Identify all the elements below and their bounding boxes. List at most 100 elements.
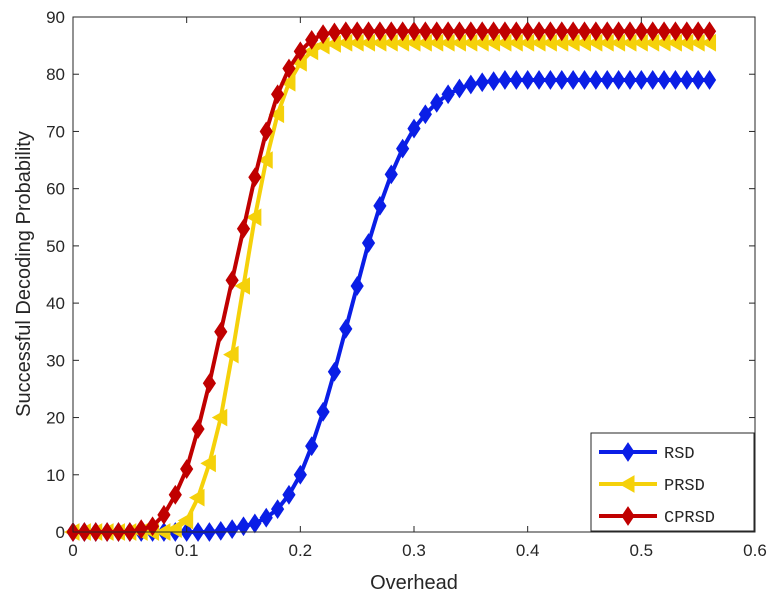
data-point bbox=[464, 21, 478, 42]
data-point bbox=[214, 520, 228, 541]
data-point bbox=[577, 21, 592, 42]
data-point bbox=[430, 21, 444, 42]
data-point bbox=[339, 318, 353, 339]
data-point bbox=[566, 21, 580, 42]
legend-label: CPRSD bbox=[664, 509, 715, 528]
data-point bbox=[316, 401, 330, 422]
data-point bbox=[350, 21, 364, 42]
data-point bbox=[668, 70, 683, 90]
data-point bbox=[486, 21, 501, 42]
data-point bbox=[543, 70, 558, 90]
data-point bbox=[600, 70, 614, 90]
data-point bbox=[214, 321, 228, 342]
data-point bbox=[396, 138, 410, 159]
data-point bbox=[270, 84, 285, 105]
data-point bbox=[373, 21, 387, 42]
data-point bbox=[361, 21, 376, 42]
data-point bbox=[611, 21, 626, 42]
data-point bbox=[589, 70, 603, 90]
legend-marker bbox=[621, 506, 635, 526]
data-point bbox=[532, 21, 546, 42]
data-point bbox=[350, 276, 364, 296]
data-point bbox=[293, 464, 307, 485]
data-point bbox=[145, 516, 160, 537]
data-point bbox=[486, 71, 501, 91]
data-point bbox=[134, 519, 148, 540]
data-point bbox=[498, 70, 512, 90]
data-point bbox=[418, 21, 432, 42]
data-point bbox=[634, 21, 648, 42]
data-point bbox=[177, 511, 194, 530]
data-point bbox=[680, 70, 694, 90]
y-tick-label: 80 bbox=[46, 65, 65, 84]
data-point bbox=[623, 70, 637, 90]
y-tick-label: 90 bbox=[46, 8, 65, 27]
data-point bbox=[373, 195, 387, 216]
legend-label: RSD bbox=[664, 445, 695, 464]
data-point bbox=[236, 516, 251, 537]
data-point bbox=[521, 70, 535, 90]
data-point bbox=[691, 21, 705, 42]
y-tick-label: 0 bbox=[56, 523, 65, 542]
legend-item-rsd: RSD bbox=[599, 442, 695, 464]
data-point bbox=[268, 105, 285, 124]
data-point bbox=[305, 29, 319, 50]
data-point bbox=[339, 21, 353, 42]
data-point bbox=[248, 167, 262, 188]
data-point bbox=[555, 70, 569, 90]
x-tick-label: 0.5 bbox=[630, 541, 654, 560]
y-tick-label: 20 bbox=[46, 409, 65, 428]
data-point bbox=[543, 21, 558, 42]
data-point bbox=[200, 454, 216, 473]
data-point bbox=[589, 21, 603, 42]
y-tick-label: 40 bbox=[46, 294, 65, 313]
data-point bbox=[191, 419, 205, 439]
data-point bbox=[384, 164, 398, 185]
data-point bbox=[225, 519, 239, 540]
x-axis-label: Overhead bbox=[370, 572, 458, 594]
x-tick-label: 0.4 bbox=[516, 541, 540, 560]
data-point bbox=[223, 345, 239, 364]
data-point bbox=[316, 24, 330, 45]
data-point bbox=[327, 361, 342, 382]
data-point bbox=[668, 21, 683, 42]
data-point bbox=[225, 270, 239, 291]
legend-marker bbox=[618, 475, 635, 493]
data-point bbox=[384, 21, 398, 42]
data-point bbox=[202, 373, 217, 394]
y-tick-label: 10 bbox=[46, 466, 65, 485]
data-point bbox=[452, 21, 467, 42]
data-point bbox=[259, 507, 273, 528]
data-point bbox=[475, 72, 489, 93]
legend-item-prsd: PRSD bbox=[599, 475, 705, 496]
data-point bbox=[236, 218, 251, 239]
data-point bbox=[430, 92, 444, 113]
data-point bbox=[157, 504, 171, 525]
data-point bbox=[245, 208, 262, 227]
x-tick-label: 0.6 bbox=[743, 541, 767, 560]
data-point bbox=[234, 277, 250, 295]
y-tick-label: 30 bbox=[46, 351, 65, 370]
data-point bbox=[646, 21, 660, 42]
data-point bbox=[407, 21, 421, 42]
data-point bbox=[521, 21, 535, 42]
legend: RSD PRSD CPRSD bbox=[590, 432, 755, 532]
legend-marker bbox=[621, 442, 635, 462]
data-point bbox=[168, 484, 182, 505]
data-point bbox=[702, 21, 717, 42]
data-point bbox=[475, 21, 489, 42]
y-tick-label: 50 bbox=[46, 237, 65, 256]
data-point bbox=[257, 151, 273, 169]
data-point bbox=[702, 70, 717, 90]
x-tick-label: 0 bbox=[68, 541, 77, 560]
data-point bbox=[634, 70, 648, 90]
x-tick-label: 0.3 bbox=[402, 541, 426, 560]
data-point bbox=[691, 70, 705, 90]
data-point bbox=[180, 459, 194, 479]
data-point bbox=[418, 104, 432, 125]
data-point bbox=[361, 233, 376, 253]
data-point bbox=[498, 21, 512, 42]
data-point bbox=[259, 121, 273, 142]
data-point bbox=[270, 499, 285, 520]
